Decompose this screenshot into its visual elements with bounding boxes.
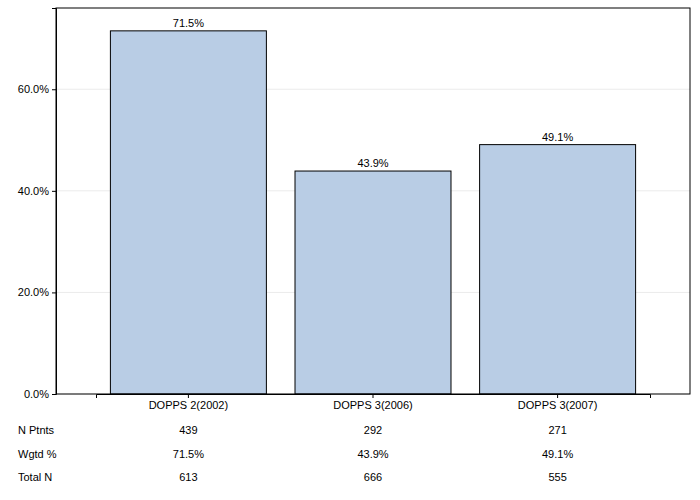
y-axis: 0.0% 20.0% 40.0% 60.0% — [18, 9, 57, 401]
x-tick-mark — [373, 394, 374, 398]
table-cell: 439 — [179, 424, 197, 436]
table-cell: 292 — [364, 424, 382, 436]
x-tick: DOPPS 2(2002) — [149, 394, 228, 411]
x-tick-label: DOPPS 3(2006) — [333, 399, 412, 411]
chart: 0.0% 20.0% 40.0% 60.0% DOPPS 2(2002) DOPPS 3(… — [0, 0, 700, 500]
y-tick: 40.0% — [18, 185, 56, 197]
data-label: 49.1% — [542, 131, 573, 143]
table-row-label: Wgtd % — [18, 448, 57, 460]
x-axis: DOPPS 2(2002) DOPPS 3(2006) DOPPS 3(2007) — [97, 394, 651, 411]
table-row-label: N Ptnts — [18, 424, 55, 436]
x-tick-mark — [188, 394, 189, 398]
y-tick-mark — [52, 89, 56, 90]
y-tick: 60.0% — [18, 83, 56, 95]
bar — [295, 171, 451, 394]
table-cell: 613 — [179, 471, 197, 483]
x-tick: DOPPS 3(2006) — [333, 394, 412, 411]
y-tick-label: 60.0% — [18, 83, 49, 95]
bars — [110, 31, 635, 394]
y-tick-mark — [52, 292, 56, 293]
x-tick: DOPPS 3(2007) — [518, 394, 597, 411]
bar — [110, 31, 266, 394]
table-cell: 43.9% — [357, 448, 388, 460]
y-tick-mark — [52, 394, 56, 395]
x-tick-mark — [557, 394, 558, 398]
x-axis-line — [97, 395, 651, 399]
table-cell: 666 — [364, 471, 382, 483]
plot-frame — [56, 8, 690, 394]
table-row-label: Total N — [18, 471, 52, 483]
table-cell: 271 — [548, 424, 566, 436]
table-cell: 555 — [548, 471, 566, 483]
data-labels: 71.5% 43.9% 49.1% — [173, 17, 574, 169]
y-axis-line — [52, 9, 57, 395]
table-cell: 71.5% — [173, 448, 204, 460]
y-tick: 20.0% — [18, 286, 56, 298]
x-tick-label: DOPPS 3(2007) — [518, 399, 597, 411]
data-label: 43.9% — [357, 157, 388, 169]
stats-table: N Ptnts 439 292 271 Wgtd % 71.5% 43.9% 49.1% Tot… — [18, 424, 573, 483]
y-tick-label: 0.0% — [24, 388, 49, 400]
y-tick: 0.0% — [24, 388, 56, 400]
x-tick-label: DOPPS 2(2002) — [149, 399, 228, 411]
data-label: 71.5% — [173, 17, 204, 29]
table-cell: 49.1% — [542, 448, 573, 460]
y-tick-mark — [52, 191, 56, 192]
y-tick-label: 20.0% — [18, 286, 49, 298]
bar — [480, 145, 636, 394]
y-tick-label: 40.0% — [18, 185, 49, 197]
